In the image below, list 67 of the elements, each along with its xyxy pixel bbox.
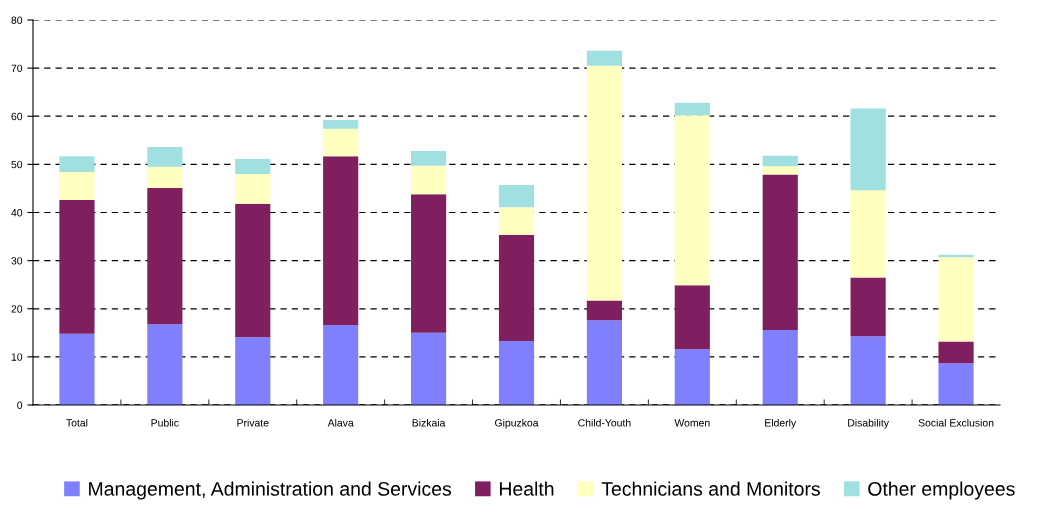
legend-label: Other employees	[868, 481, 1015, 500]
bar	[498, 340, 535, 405]
bar	[235, 337, 271, 405]
y-tick-label: 20	[11, 305, 23, 313]
bar	[323, 128, 359, 157]
x-tick-label: Public	[151, 418, 179, 427]
bar	[59, 333, 95, 405]
bar	[498, 235, 535, 341]
bar	[59, 172, 95, 200]
bar	[850, 277, 886, 337]
bar	[498, 185, 535, 208]
x-tick-label: Private	[237, 418, 269, 427]
bar	[938, 341, 974, 364]
bar	[850, 108, 886, 191]
legend-label: Management, Administration and Services	[89, 481, 452, 500]
bar	[147, 147, 183, 167]
x-tick-label: Alava	[327, 418, 354, 427]
bar	[411, 194, 447, 333]
y-tick-label: 60	[11, 112, 23, 121]
x-tick-label: Disability	[848, 418, 889, 429]
bar	[762, 155, 798, 167]
bar	[59, 199, 95, 334]
x-tick-label: Elderly	[765, 418, 797, 429]
bar	[850, 336, 886, 405]
bar	[938, 363, 974, 405]
bar	[411, 165, 447, 195]
x-tick-label: Women	[674, 419, 710, 427]
x-tick-label: Gipuzkoa	[495, 418, 539, 429]
bar	[235, 203, 271, 338]
bar	[850, 190, 886, 278]
bar	[147, 166, 183, 188]
bar	[323, 325, 359, 405]
y-tick-label: 30	[11, 257, 23, 265]
bar	[59, 156, 95, 173]
bar	[323, 156, 359, 326]
x-tick-label: Total	[66, 418, 88, 427]
y-tick-label: 50	[11, 160, 23, 169]
bar	[411, 332, 447, 405]
bar	[147, 324, 183, 405]
bar	[235, 159, 271, 174]
y-tick-label: 10	[11, 353, 23, 361]
bar	[674, 285, 710, 350]
bar	[674, 349, 710, 405]
bar	[323, 120, 359, 129]
bar	[498, 207, 535, 236]
bar	[586, 300, 622, 321]
x-tick-label: Bizkaia	[412, 418, 446, 427]
bar	[586, 50, 622, 66]
legend-label: Technicians and Monitors	[601, 481, 820, 496]
x-tick-label: Child-Youth	[578, 418, 631, 427]
x-tick-label: Social Exclusion	[918, 418, 994, 427]
bar	[762, 329, 798, 405]
legend-label: Health	[499, 481, 554, 496]
y-tick-label: 0	[17, 401, 23, 409]
bar	[235, 174, 271, 204]
y-tick-label: 70	[11, 64, 23, 72]
bar	[938, 257, 974, 342]
y-tick-label: 40	[11, 209, 23, 217]
bar	[586, 320, 622, 405]
bar	[674, 115, 710, 286]
y-tick-label: 80	[11, 16, 23, 24]
bar	[762, 174, 798, 330]
bar	[674, 102, 710, 116]
bar	[762, 166, 798, 175]
bar	[586, 65, 622, 301]
bar	[147, 187, 183, 325]
bar	[411, 150, 447, 166]
